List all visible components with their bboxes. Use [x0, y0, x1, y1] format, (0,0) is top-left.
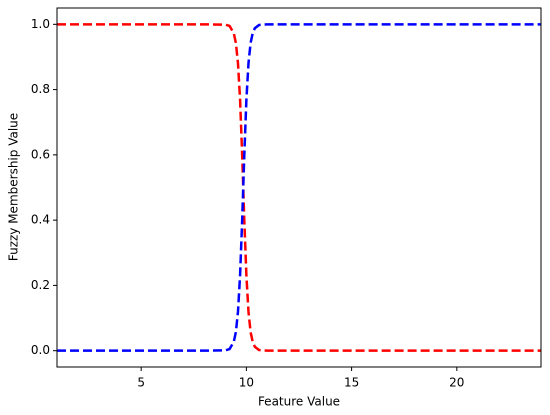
- y-tick-label: 0.4: [31, 213, 50, 227]
- y-axis-label: Fuzzy Membership Value: [7, 113, 21, 261]
- y-tick-label: 1.0: [31, 17, 50, 31]
- x-tick-label: 10: [239, 376, 254, 390]
- x-tick-label: 20: [449, 376, 464, 390]
- plot-frame: [56, 7, 542, 368]
- line-series: [57, 23, 541, 352]
- y-tick-label: 0.0: [31, 343, 50, 357]
- y-tick-label: 0.6: [31, 147, 50, 161]
- x-tick-label: 5: [137, 376, 145, 390]
- x-axis-label: Feature Value: [258, 395, 340, 409]
- line-series: [57, 23, 541, 352]
- y-tick-label: 0.2: [31, 278, 50, 292]
- y-tick-label: 0.8: [31, 82, 50, 96]
- x-tick-label: 15: [344, 376, 359, 390]
